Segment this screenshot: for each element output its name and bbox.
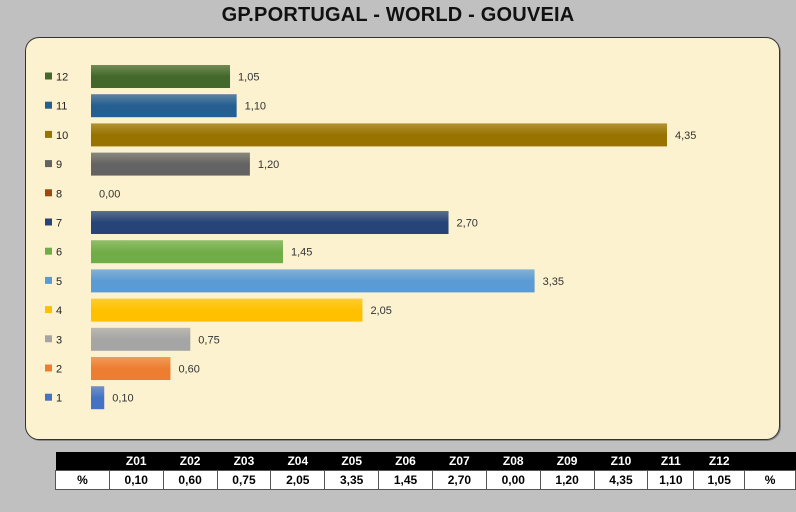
table-header-cell: Z01 — [109, 452, 164, 471]
legend-marker-3 — [45, 335, 52, 343]
legend-label-5: 5 — [56, 276, 62, 288]
legend-marker-5 — [45, 276, 52, 284]
bar-5 — [91, 269, 535, 293]
data-label-8: 0,00 — [99, 188, 120, 200]
bar-2 — [91, 357, 171, 380]
data-label-9: 1,20 — [258, 159, 279, 171]
data-label-5: 3,35 — [543, 276, 564, 288]
legend-label-8: 8 — [56, 188, 62, 200]
legend-marker-7 — [45, 218, 52, 226]
data-label-7: 2,70 — [457, 218, 478, 230]
legend-label-7: 7 — [56, 218, 62, 230]
table-value-cell: 0,60 — [162, 470, 218, 490]
table-value-row: % 0,10 0,60 0,75 2,05 3,35 1,45 2,70 0,00 1,20 4,3… — [55, 470, 796, 490]
table-header-row: Z01 Z02 Z03 Z04 Z05 Z06 Z07 Z08 Z09 Z10 Z11 Z12 — [55, 452, 796, 471]
table-header-cell: Z09 — [540, 452, 595, 471]
chart-title: GP.PORTUGAL - WORLD - GOUVEIA — [221, 4, 575, 26]
table-header-cell: Z05 — [324, 452, 379, 471]
table-header-cell: Z07 — [432, 452, 487, 471]
table-value-cell: 2,05 — [270, 470, 326, 490]
legend-label-2: 2 — [56, 364, 62, 376]
bar-9 — [91, 152, 250, 176]
legend-marker-10 — [45, 130, 52, 138]
table-header-cell: Z12 — [693, 452, 745, 471]
table-value-cell: 0,00 — [485, 470, 541, 490]
table-header-cell: Z08 — [486, 452, 541, 471]
table-value-cell: 3,35 — [324, 470, 380, 490]
table-header-cell: Z04 — [270, 452, 325, 471]
table-value-cell: 2,70 — [431, 470, 487, 490]
legend-marker-8 — [45, 189, 52, 197]
bar-10 — [91, 123, 667, 147]
table-value-cell: % — [744, 470, 796, 490]
table-value-cell: 1,10 — [647, 470, 695, 490]
table-value-cell: 1,20 — [539, 470, 595, 490]
bar-12 — [91, 65, 231, 88]
legend-label-10: 10 — [56, 130, 68, 142]
table-value-cell: 0,10 — [108, 470, 164, 490]
table-value-cell: 4,35 — [593, 470, 649, 490]
table-header-cell: Z03 — [217, 452, 271, 471]
legend-label-9: 9 — [56, 159, 62, 171]
table-value-cell: 1,05 — [693, 470, 746, 490]
data-label-12: 1,05 — [238, 72, 259, 84]
table-header-cell: Z11 — [647, 452, 694, 471]
legend-label-12: 12 — [56, 72, 68, 84]
legend-marker-11 — [45, 101, 52, 109]
table-header-cell: Z06 — [378, 452, 433, 471]
bar-1 — [91, 386, 105, 410]
table-header-cell — [55, 452, 110, 471]
legend-label-1: 1 — [56, 393, 62, 405]
data-label-4: 2,05 — [370, 305, 391, 317]
bar-7 — [91, 211, 449, 234]
table-value-cell: 1,45 — [378, 470, 433, 490]
legend-marker-9 — [45, 160, 52, 168]
legend-marker-2 — [45, 364, 52, 372]
legend-marker-12 — [45, 72, 52, 80]
data-label-10: 4,35 — [675, 130, 696, 142]
table-header-cell — [744, 452, 796, 471]
table-header-cell: Z02 — [163, 452, 218, 471]
legend-label-4: 4 — [56, 305, 62, 317]
data-label-3: 0,75 — [198, 334, 219, 346]
table-header-cell: Z10 — [594, 452, 648, 471]
table-value-cell: 0,75 — [216, 470, 272, 490]
bar-3 — [91, 327, 191, 351]
data-label-11: 1,10 — [245, 101, 266, 113]
bar-6 — [91, 240, 283, 264]
percent-table: Z01 Z02 Z03 Z04 Z05 Z06 Z07 Z08 Z09 Z10 Z11 Z12 % 0,… — [55, 452, 796, 490]
legend-label-11: 11 — [56, 101, 67, 113]
data-label-6: 1,45 — [291, 247, 312, 259]
legend-label-6: 6 — [56, 247, 62, 259]
bar-4 — [91, 298, 363, 322]
legend-marker-4 — [45, 306, 52, 314]
bar-11 — [91, 94, 237, 118]
legend-marker-1 — [45, 393, 52, 401]
data-label-1: 0,10 — [112, 393, 133, 405]
table-value-cell: % — [55, 470, 110, 490]
data-label-2: 0,60 — [178, 364, 199, 376]
legend-marker-6 — [45, 247, 52, 255]
legend-label-3: 3 — [56, 334, 62, 346]
